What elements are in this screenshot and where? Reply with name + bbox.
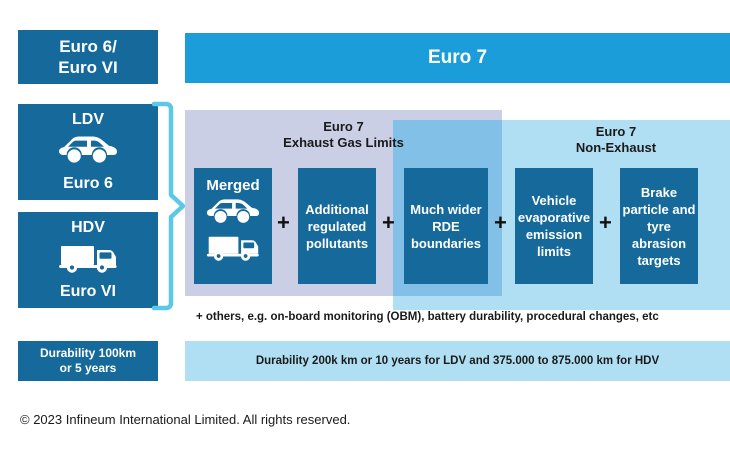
ldv-standard: Euro 6 bbox=[63, 175, 113, 192]
content-box-rde-boundaries: Much wider RDE boundaries bbox=[404, 168, 488, 284]
hdv-title: HDV bbox=[71, 219, 105, 236]
exhaust-title-line2: Exhaust Gas Limits bbox=[283, 135, 404, 150]
euro7-header-bar: Euro 7 bbox=[185, 33, 730, 83]
content-box-merged: Merged bbox=[194, 168, 272, 284]
truck-icon bbox=[57, 243, 119, 278]
car-icon bbox=[205, 198, 261, 229]
content-box-brake-tyre: Brake particle and tyre abrasion targets bbox=[620, 168, 698, 284]
merged-icons-group bbox=[205, 198, 261, 265]
merged-label: Merged bbox=[206, 177, 260, 194]
others-note: + others, e.g. on-board monitoring (OBM)… bbox=[196, 311, 659, 323]
rde-label: Much wider RDE boundaries bbox=[410, 201, 482, 251]
euro6-line1: Euro 6/ bbox=[59, 37, 117, 56]
plus-sign-3: + bbox=[494, 210, 507, 235]
durability-right-label: Durability 200k km or 10 years for LDV a… bbox=[255, 355, 660, 367]
plus-sign-4: + bbox=[599, 210, 612, 235]
durability-left-line2: or 5 years bbox=[59, 361, 117, 375]
pollutants-label: Additional regulated pollutants bbox=[305, 201, 369, 251]
plus-sign-2: + bbox=[382, 210, 395, 235]
durability-left-line1: Durability 100km bbox=[39, 346, 137, 360]
car-icon bbox=[57, 135, 119, 170]
truck-icon bbox=[205, 234, 261, 265]
content-box-additional-pollutants: Additional regulated pollutants bbox=[298, 168, 376, 284]
exhaust-title-line1: Euro 7 bbox=[323, 119, 364, 134]
euro6-euro6vi-box: Euro 6/ Euro VI bbox=[18, 30, 158, 84]
exhaust-panel-title: Euro 7 Exhaust Gas Limits bbox=[185, 119, 502, 151]
durability-left-box: Durability 100km or 5 years bbox=[18, 341, 158, 381]
hdv-standard: Euro VI bbox=[59, 283, 116, 300]
copyright-text: © 2023 Infineum International Limited. A… bbox=[20, 412, 351, 427]
ldv-box: LDV Euro 6 bbox=[18, 104, 158, 200]
brake-label: Brake particle and tyre abrasion targets bbox=[622, 184, 696, 268]
non-exhaust-panel-title: Euro 7 Non-Exhaust bbox=[502, 124, 730, 156]
ldv-title: LDV bbox=[72, 111, 104, 128]
nonexhaust-title-line1: Euro 7 bbox=[595, 124, 637, 139]
content-box-evaporative-emissions: Vehicle evaporative emission limits bbox=[515, 168, 593, 284]
nonexhaust-title-line2: Non-Exhaust bbox=[575, 140, 657, 155]
hdv-box: HDV Euro VI bbox=[18, 212, 158, 308]
durability-right-box: Durability 200k km or 10 years for LDV a… bbox=[185, 341, 730, 381]
plus-sign-1: + bbox=[277, 210, 290, 235]
euro6-line2: Euro VI bbox=[58, 58, 118, 77]
euro7-header-title: Euro 7 bbox=[427, 47, 488, 68]
evaporative-label: Vehicle evaporative emission limits bbox=[517, 193, 591, 259]
